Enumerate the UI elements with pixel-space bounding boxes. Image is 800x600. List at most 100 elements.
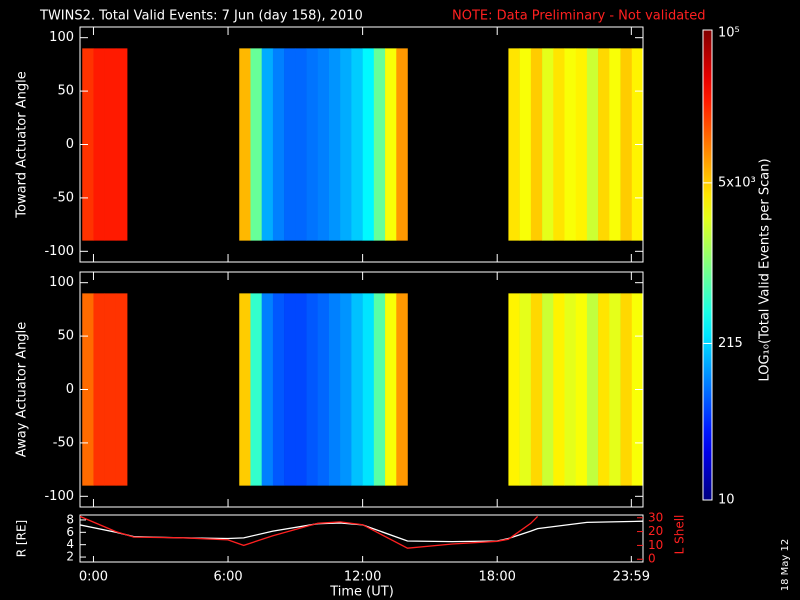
y-axis-label: Away Actuator Angle	[15, 322, 30, 457]
y2-tick-label: 20	[648, 524, 663, 538]
cell	[396, 48, 408, 241]
cell	[328, 293, 341, 486]
cell	[553, 48, 565, 241]
cell	[82, 293, 94, 486]
cell	[306, 293, 319, 486]
y2-tick-label: 10	[648, 538, 663, 552]
colorbar-label: LOG₁₀(Total Valid Events per Scan)	[758, 158, 773, 381]
cell	[530, 293, 543, 486]
cell	[340, 293, 352, 486]
y-tick-label: -50	[53, 190, 74, 205]
y-axis-label: Toward Actuator Angle	[15, 71, 30, 218]
cell	[385, 293, 397, 486]
y-tick-label: 50	[57, 84, 74, 99]
x-axis-label: Time (UT)	[329, 585, 394, 600]
cell	[272, 48, 285, 241]
cell	[340, 48, 352, 241]
cell	[284, 293, 296, 486]
cell	[564, 293, 577, 486]
cell	[586, 48, 599, 241]
cell	[250, 48, 262, 241]
y-tick-label: 4	[66, 537, 74, 551]
cell	[508, 293, 520, 486]
cell	[93, 293, 105, 486]
colorbar-tick-label: 5x10³	[718, 175, 756, 190]
cell	[519, 48, 532, 241]
cell	[620, 48, 633, 241]
colorbar-tick-label: 10⁵	[718, 26, 740, 41]
cell	[104, 293, 117, 486]
y2-tick-label: 0	[648, 552, 656, 566]
cell	[295, 293, 307, 486]
cell	[306, 48, 319, 241]
y-axis-label: R [RE]	[15, 520, 29, 557]
cell	[351, 293, 363, 486]
y-tick-label: 50	[57, 329, 74, 344]
orbit-line	[80, 515, 539, 549]
colorbar-tick-label: 215	[718, 336, 743, 351]
cell	[295, 48, 307, 241]
cell	[272, 293, 285, 486]
cell	[351, 48, 363, 241]
x-tick-label: 23:59	[613, 570, 650, 585]
y-tick-label: -100	[44, 489, 74, 504]
y2-tick-label: 30	[648, 510, 663, 524]
cell	[598, 48, 610, 241]
y-tick-label: -50	[53, 435, 74, 450]
cell	[530, 48, 543, 241]
cell	[396, 293, 408, 486]
x-tick-label: 0:00	[79, 570, 108, 585]
cell	[82, 48, 94, 241]
cell	[609, 293, 621, 486]
cell	[575, 293, 588, 486]
cell	[362, 293, 375, 486]
cell	[115, 48, 128, 241]
stamp: 18 May 12	[780, 539, 791, 591]
cell	[284, 48, 296, 241]
cell	[609, 48, 621, 241]
cell	[586, 293, 599, 486]
cell	[385, 48, 397, 241]
x-tick-label: 6:00	[213, 570, 242, 585]
cell	[317, 48, 330, 241]
cell	[519, 293, 532, 486]
colorbar-tick-label: 10	[718, 493, 735, 508]
cell	[620, 293, 633, 486]
y-tick-label: 0	[66, 382, 74, 397]
x-tick-label: 12:00	[344, 570, 381, 585]
note: NOTE: Data Preliminary - Not validated	[452, 9, 706, 24]
y-tick-label: 0	[66, 137, 74, 152]
cell	[261, 48, 274, 241]
cell	[239, 293, 251, 486]
cell	[362, 48, 375, 241]
y-tick-label: -100	[44, 244, 74, 259]
cell	[542, 293, 554, 486]
x-tick-label: 18:00	[478, 570, 515, 585]
y-tick-label: 100	[49, 30, 74, 45]
cell	[250, 293, 262, 486]
cell	[93, 48, 105, 241]
cell	[564, 48, 577, 241]
y-tick-label: 6	[66, 525, 74, 539]
cell	[115, 293, 128, 486]
y2-axis-label: L Shell	[673, 515, 687, 555]
cell	[508, 48, 520, 241]
cell	[553, 293, 565, 486]
cell	[104, 48, 117, 241]
cell	[328, 48, 341, 241]
cell	[373, 293, 386, 486]
chart-title: TWINS2. Total Valid Events: 7 Jun (day 1…	[39, 9, 363, 24]
orbit-frame	[79, 514, 644, 563]
cell	[542, 48, 554, 241]
cell	[261, 293, 274, 486]
y-tick-label: 2	[66, 550, 74, 564]
y-tick-label: 100	[49, 275, 74, 290]
cell	[575, 48, 588, 241]
y-tick-label: 8	[66, 512, 74, 526]
cell	[598, 293, 610, 486]
cell	[373, 48, 386, 241]
colorbar	[702, 29, 713, 501]
cell	[239, 48, 251, 241]
cell	[317, 293, 330, 486]
